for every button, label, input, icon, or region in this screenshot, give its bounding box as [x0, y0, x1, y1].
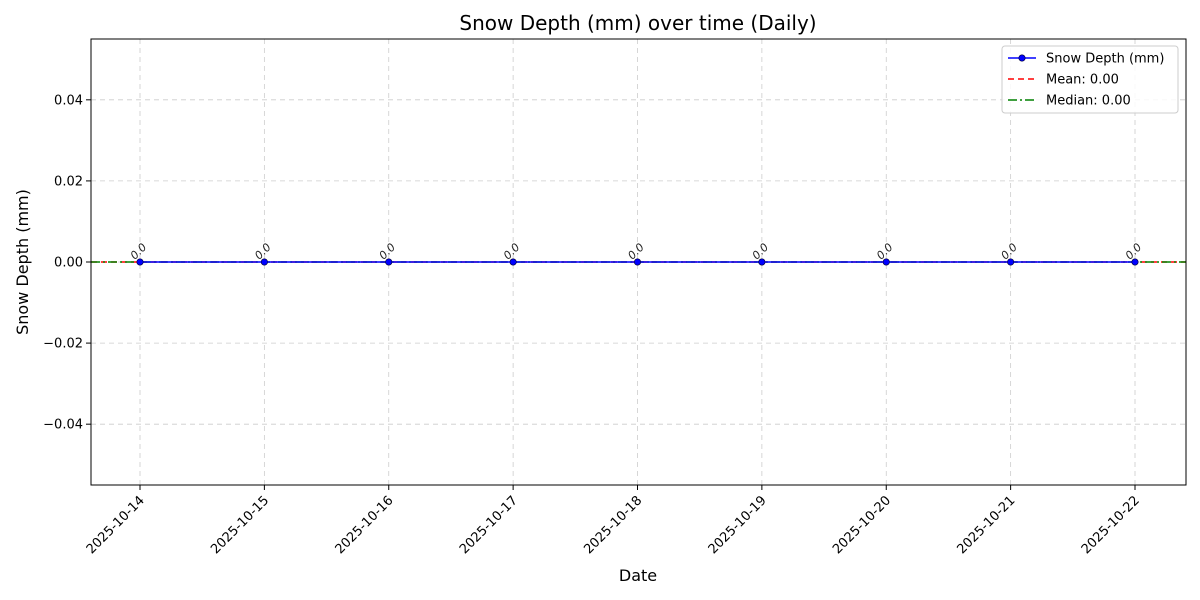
x-tick-label: 2025-10-15	[208, 493, 272, 557]
legend-label: Median: 0.00	[1046, 94, 1131, 109]
data-label: 0.0	[998, 241, 1020, 263]
data-label: 0.0	[376, 241, 398, 263]
data-point	[882, 258, 890, 266]
data-label: 0.0	[252, 241, 274, 263]
legend-marker	[1018, 54, 1026, 62]
data-point	[136, 258, 144, 266]
data-point	[1131, 258, 1139, 266]
chart-title: Snow Depth (mm) over time (Daily)	[459, 11, 816, 35]
x-tick-label: 2025-10-17	[457, 493, 521, 557]
data-label: 0.0	[128, 241, 150, 263]
y-tick-label: 0.04	[54, 93, 83, 108]
x-tick-label: 2025-10-20	[830, 493, 894, 557]
data-label: 0.0	[625, 241, 647, 263]
data-labels: 0.0 0.0 0.0 0.0 0.0 0.0 0.0 0.0 0.0	[128, 241, 1145, 263]
y-tick-label: −0.02	[43, 337, 83, 352]
legend-box	[1001, 45, 1179, 114]
data-point	[633, 258, 641, 266]
series-layer	[136, 258, 1139, 266]
legend: Snow Depth (mm) Mean: 0.00 Median: 0.00	[1001, 45, 1179, 114]
legend-label: Snow Depth (mm)	[1046, 52, 1164, 67]
data-label: 0.0	[750, 241, 772, 263]
y-tick-label: −0.04	[43, 418, 83, 433]
data-point	[509, 258, 517, 266]
x-tick-label: 2025-10-16	[333, 493, 397, 557]
data-point	[385, 258, 393, 266]
x-tick-label: 2025-10-22	[1079, 493, 1143, 557]
data-point	[758, 258, 766, 266]
y-tick-label: 0.02	[54, 174, 83, 189]
data-point	[260, 258, 268, 266]
data-label: 0.0	[501, 241, 523, 263]
data-label: 0.0	[874, 241, 896, 263]
y-axis: −0.04 −0.02 0.00 0.02 0.04	[43, 93, 91, 433]
x-tick-label: 2025-10-21	[954, 493, 1018, 557]
y-tick-label: 0.00	[54, 256, 83, 271]
x-axis-label: Date	[619, 566, 657, 585]
data-point	[1007, 258, 1015, 266]
legend-label: Mean: 0.00	[1046, 73, 1119, 88]
x-tick-label: 2025-10-18	[581, 493, 645, 557]
x-tick-label: 2025-10-19	[706, 493, 770, 557]
x-tick-label: 2025-10-14	[84, 493, 148, 557]
data-label: 0.0	[1123, 241, 1145, 263]
x-axis: 2025-10-14 2025-10-15 2025-10-16 2025-10-17…	[84, 485, 1143, 557]
y-axis-label: Snow Depth (mm)	[13, 189, 32, 335]
